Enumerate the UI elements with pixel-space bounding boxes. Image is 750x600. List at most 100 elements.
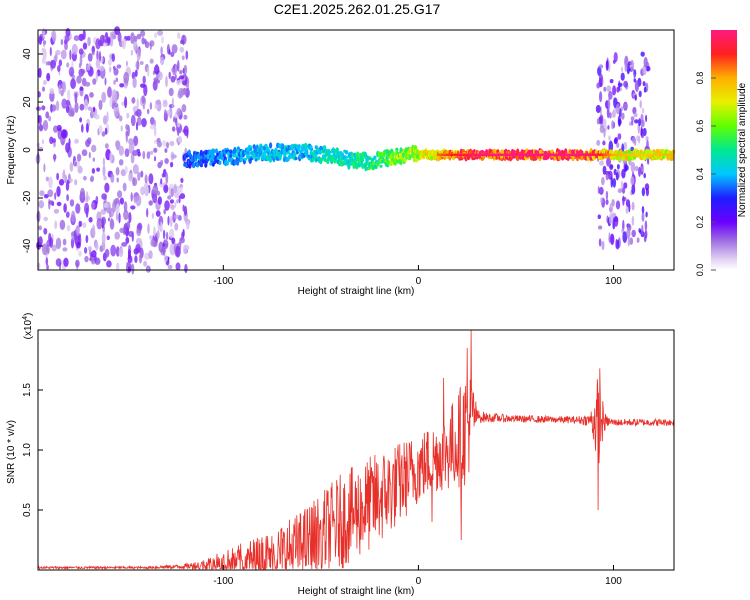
noise-blob [42,120,49,131]
ridge-cell [398,152,402,157]
spectrogram-x-tick-label: 100 [605,276,622,287]
ridge-cell [655,149,659,153]
noise-blob [120,125,123,132]
noise-blob [86,64,91,71]
noise-blob [136,48,141,61]
noise-blob [116,262,120,271]
noise-blob [164,148,168,153]
noise-blob [132,164,139,175]
burst-blob [603,118,607,128]
burst-blob [611,120,615,130]
noise-blob [69,49,72,60]
noise-blob [87,245,92,251]
noise-blob [67,89,71,101]
noise-blob [51,104,57,112]
noise-blob [174,63,178,75]
noise-blob [153,119,156,127]
burst-blob [602,165,607,175]
ridge-cell [379,164,383,168]
noise-blob [177,32,181,40]
noise-blob [117,32,122,43]
burst-blob [630,176,635,186]
noise-blob [76,153,82,162]
burst-blob [612,222,616,230]
noise-blob [113,198,120,203]
noise-blob [94,114,100,120]
burst-blob [625,206,629,214]
noise-blob [177,60,180,72]
noise-blob [95,71,99,82]
burst-blob [634,119,639,124]
burst-blob [621,168,626,179]
noise-blob [98,125,103,134]
noise-blob [180,185,183,195]
noise-blob [110,31,116,38]
burst-blob [596,82,600,89]
burst-blob [624,55,629,68]
noise-blob [143,260,148,267]
noise-blob [90,255,96,265]
burst-blob [632,106,637,115]
noise-blob [169,199,175,204]
noise-blob [39,190,45,197]
noise-blob [170,161,174,168]
noise-blob [186,220,190,230]
burst-blob [610,176,614,188]
noise-blob [157,196,162,205]
burst-blob [634,94,637,101]
ridge-cell [241,151,245,158]
burst-blob [623,103,628,110]
noise-blob [65,211,70,218]
noise-blob [104,182,110,193]
colorbar-label: Normalized spectral amplitude [737,82,748,217]
noise-blob [74,92,78,104]
burst-blob [641,187,646,197]
burst-blob [626,227,631,239]
spectrogram-plot-area [38,30,674,270]
noise-blob [103,175,107,181]
noise-blob [115,77,119,82]
figure-title: C2E1.2025.262.01.25.G17 [274,1,441,17]
noise-blob [115,140,118,148]
burst-blob [630,146,635,152]
burst-blob [644,183,650,191]
burst-blob [644,220,648,231]
colorbar-tick-label: 0.0 [695,264,705,277]
noise-blob [43,163,46,173]
noise-blob [152,192,158,204]
ridge-cell [404,147,408,154]
noise-blob [49,46,52,57]
noise-blob [155,99,161,105]
burst-blob [618,118,622,126]
noise-blob [167,264,173,270]
noise-blob [60,49,67,60]
burst-blob [612,108,617,118]
burst-blob [641,224,644,235]
noise-blob [113,68,119,76]
noise-blob [45,176,50,182]
noise-blob [103,202,108,208]
noise-blob [59,219,66,230]
noise-blob [135,194,142,207]
burst-blob [599,91,603,103]
ridge-cell [264,143,268,148]
noise-blob [70,78,76,90]
noise-blob [75,259,80,268]
snr-x-tick-label: 0 [416,576,422,587]
colorbar-gradient [711,30,737,270]
noise-blob [101,216,106,226]
noise-blob [79,220,83,227]
noise-blob [85,197,89,203]
noise-blob [118,212,121,224]
burst-blob [608,135,611,141]
ridge-cell [399,160,403,165]
burst-blob [613,52,618,63]
noise-blob [115,203,120,216]
noise-blob [174,214,180,219]
noise-blob [102,157,105,167]
noise-blob [110,173,115,183]
noise-blob [179,75,185,80]
noise-blob [91,51,95,56]
noise-blob [82,42,88,50]
noise-blob [116,64,122,69]
